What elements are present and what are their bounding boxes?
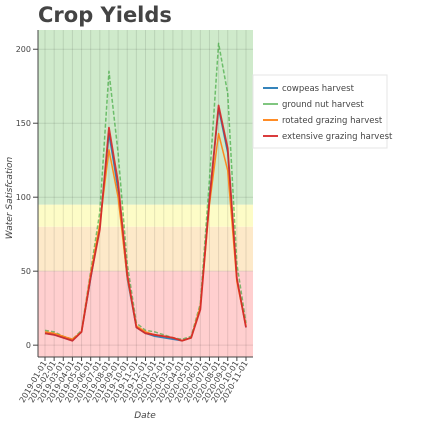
y-tick-label: 50 xyxy=(21,267,31,276)
y-tick-label: 150 xyxy=(16,119,31,128)
threshold-band-1 xyxy=(38,226,253,272)
threshold-band-2 xyxy=(38,204,253,227)
y-tick-label: 100 xyxy=(16,193,31,202)
legend-label: ground nut harvest xyxy=(282,100,364,110)
chart-title: Crop Yields xyxy=(38,3,172,27)
legend-label: rotated grazing harvest xyxy=(282,116,383,126)
y-tick-label: 200 xyxy=(16,45,31,54)
y-tick-label: 0 xyxy=(26,341,31,350)
grid-lines xyxy=(38,30,253,357)
threshold-band-0 xyxy=(38,271,253,357)
x-axis-label: Date xyxy=(134,411,156,421)
series-line-1 xyxy=(44,42,247,340)
legend-label: extensive grazing harvest xyxy=(282,132,393,142)
y-axis-label: Water Satisfcation xyxy=(5,157,15,240)
legend-label: cowpeas harvest xyxy=(282,84,355,94)
series-line-3 xyxy=(44,104,247,342)
series-lines xyxy=(44,42,247,342)
legend: cowpeas harvest ground nut harvest rotated… xyxy=(252,74,393,149)
